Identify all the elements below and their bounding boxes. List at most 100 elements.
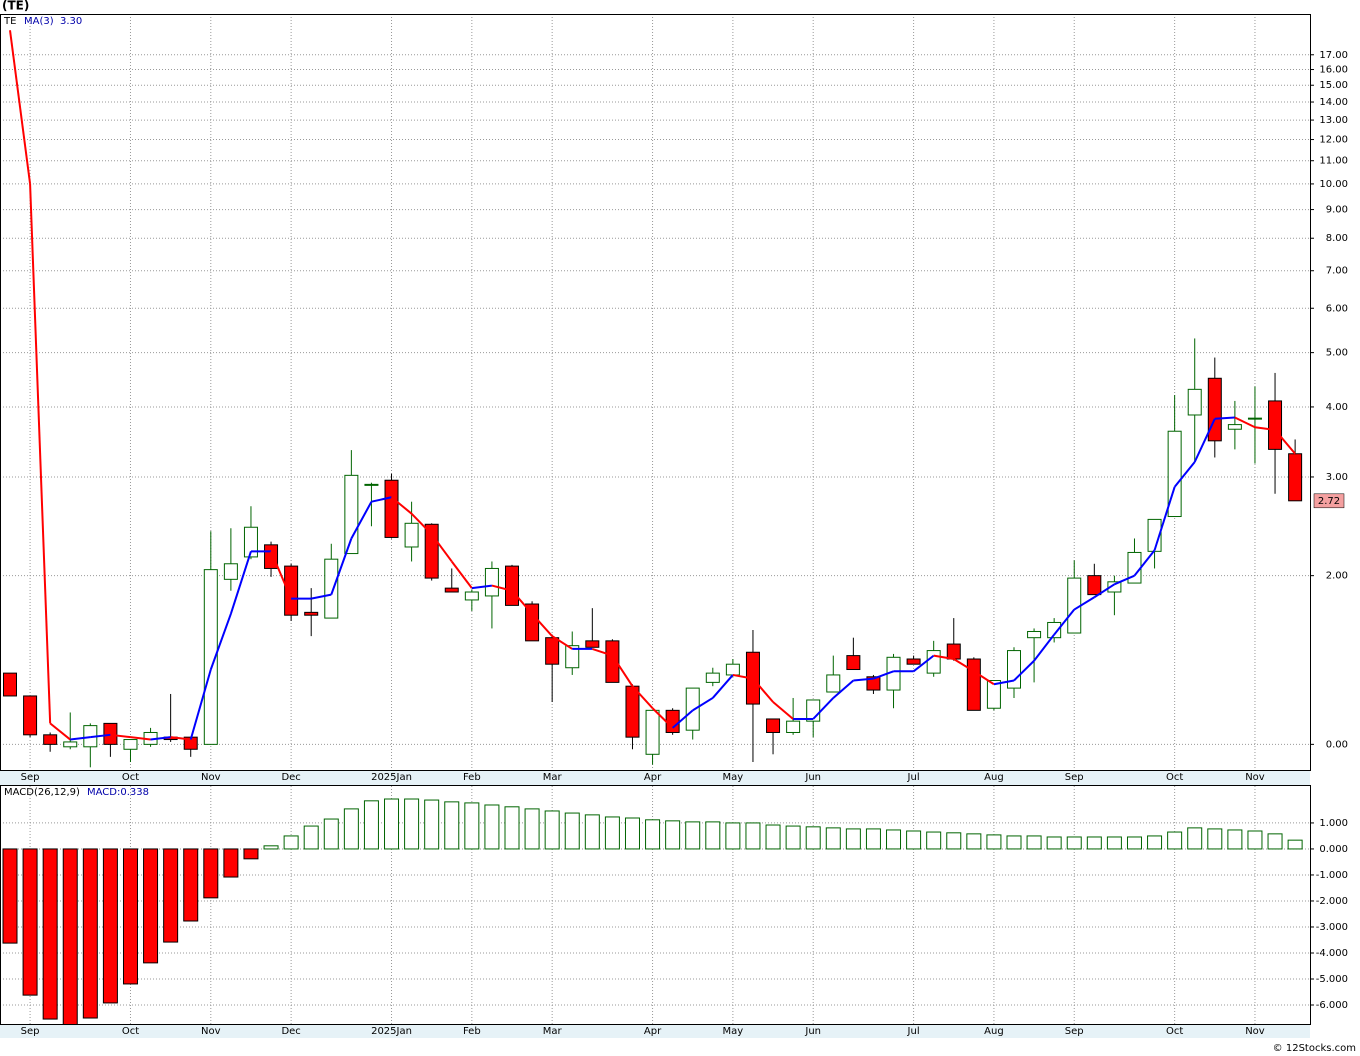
macd-bar bbox=[243, 848, 259, 860]
ma-segment bbox=[150, 736, 171, 741]
macd-bar bbox=[886, 829, 902, 850]
macd-bar bbox=[986, 834, 1002, 850]
macd-bar bbox=[604, 816, 620, 850]
macd-bar bbox=[283, 835, 299, 850]
ma-segment bbox=[110, 733, 131, 739]
ma-segment bbox=[1114, 574, 1135, 586]
x-tick-label: Sep bbox=[21, 772, 40, 783]
macd-bar bbox=[544, 810, 560, 850]
y-tick-label: 4.00 bbox=[1326, 402, 1348, 413]
candle-body bbox=[1207, 377, 1222, 442]
candle-body bbox=[545, 637, 560, 665]
y-tick-label: 13.00 bbox=[1319, 115, 1348, 126]
macd-bar bbox=[1126, 836, 1142, 850]
candle-body bbox=[103, 722, 118, 745]
macd-frame bbox=[0, 785, 1311, 1025]
x-tick-label: Oct bbox=[1166, 772, 1183, 783]
ma-segment bbox=[1033, 633, 1055, 662]
ma-segment bbox=[70, 736, 91, 741]
macd-bar bbox=[323, 818, 339, 850]
y-tick-label: 6.00 bbox=[1326, 303, 1348, 314]
ma-segment bbox=[772, 701, 794, 720]
ma-segment bbox=[853, 677, 874, 682]
macd-bar bbox=[645, 819, 661, 850]
ma-segment bbox=[1254, 426, 1276, 431]
macd-bar bbox=[1086, 836, 1102, 850]
y-tick-label: 7.00 bbox=[1326, 266, 1348, 277]
x-tick-label: Aug bbox=[984, 772, 1004, 783]
macd-bar bbox=[1167, 831, 1183, 850]
candle-body bbox=[63, 741, 78, 748]
ma-segment bbox=[973, 670, 995, 686]
price-frame bbox=[0, 14, 1311, 771]
y-tick-label: 8.00 bbox=[1326, 233, 1348, 244]
y-tick-label: 12.00 bbox=[1319, 135, 1348, 146]
ma-segment bbox=[270, 550, 293, 599]
ma-segment bbox=[49, 722, 71, 741]
x-tick-label: Aug bbox=[984, 1026, 1004, 1037]
macd-bar bbox=[1147, 835, 1163, 850]
x-tick-label: Sep bbox=[21, 1026, 40, 1037]
ma-segment bbox=[671, 709, 694, 729]
y-tick-label: 2.00 bbox=[1326, 571, 1348, 582]
macd-bar bbox=[1046, 836, 1062, 850]
y-tick-label: 10.00 bbox=[1319, 179, 1348, 190]
macd-bar bbox=[22, 848, 38, 996]
macd-bar bbox=[564, 812, 580, 850]
macd-bar bbox=[1227, 829, 1243, 850]
ma-segment bbox=[189, 669, 212, 740]
ma-segment bbox=[1013, 660, 1035, 682]
x-tick-label: Apr bbox=[644, 1026, 662, 1037]
ma-segment bbox=[873, 670, 894, 680]
candle-body bbox=[223, 563, 238, 580]
macd-bar bbox=[404, 798, 420, 850]
candle-body bbox=[1187, 388, 1202, 416]
macd-bar bbox=[444, 801, 460, 850]
y-tick-label: 16.00 bbox=[1319, 65, 1348, 76]
ma-segment bbox=[732, 673, 754, 680]
ma-segment bbox=[90, 733, 111, 739]
candle-body bbox=[625, 685, 640, 738]
y-tick-label: 15.00 bbox=[1319, 80, 1348, 91]
ma-segment bbox=[912, 654, 935, 673]
macd-bar bbox=[183, 848, 199, 922]
macd-title: MACD(26,12,9) bbox=[4, 787, 80, 798]
macd-bar bbox=[464, 802, 480, 850]
y-tick-label: -1.000 bbox=[1316, 870, 1348, 881]
x-tick-label: 2025Jan bbox=[371, 772, 412, 783]
ma-segment bbox=[1214, 416, 1235, 420]
macd-bar bbox=[865, 828, 881, 850]
ma-segment bbox=[130, 736, 151, 741]
macd-bar bbox=[926, 831, 942, 850]
macd-bar bbox=[1066, 836, 1082, 850]
candle-body bbox=[1107, 581, 1122, 593]
ma-segment bbox=[1193, 418, 1216, 463]
macd-bar bbox=[1267, 833, 1283, 850]
macd-bar bbox=[745, 822, 761, 850]
ma-segment bbox=[471, 584, 493, 590]
candle-body bbox=[1288, 453, 1303, 502]
candle-body bbox=[786, 720, 801, 733]
x-tick-label: May bbox=[723, 772, 744, 783]
ma-segment bbox=[1234, 416, 1256, 429]
ma-segment bbox=[531, 613, 553, 637]
macd-bar bbox=[1207, 828, 1223, 850]
candle-body bbox=[1027, 630, 1042, 639]
date-strip bbox=[0, 1024, 1310, 1038]
ma-segment bbox=[1073, 596, 1095, 611]
candle-body bbox=[23, 695, 38, 736]
y-tick-label: 0.000 bbox=[1319, 844, 1348, 855]
candle-body bbox=[966, 658, 981, 711]
ma-segment bbox=[551, 635, 573, 650]
macd-bar bbox=[805, 826, 821, 850]
x-tick-label: Jun bbox=[804, 772, 821, 783]
candle-body bbox=[444, 587, 459, 593]
macd-bar bbox=[424, 799, 440, 850]
macd-bar bbox=[363, 800, 379, 850]
last-price-box bbox=[1313, 493, 1345, 509]
candle-body bbox=[344, 474, 359, 555]
macd-bar bbox=[263, 845, 279, 850]
x-tick-label: Oct bbox=[122, 1026, 139, 1037]
macd-bar bbox=[42, 848, 58, 1020]
last-price-label: 2.72 bbox=[1318, 496, 1340, 507]
